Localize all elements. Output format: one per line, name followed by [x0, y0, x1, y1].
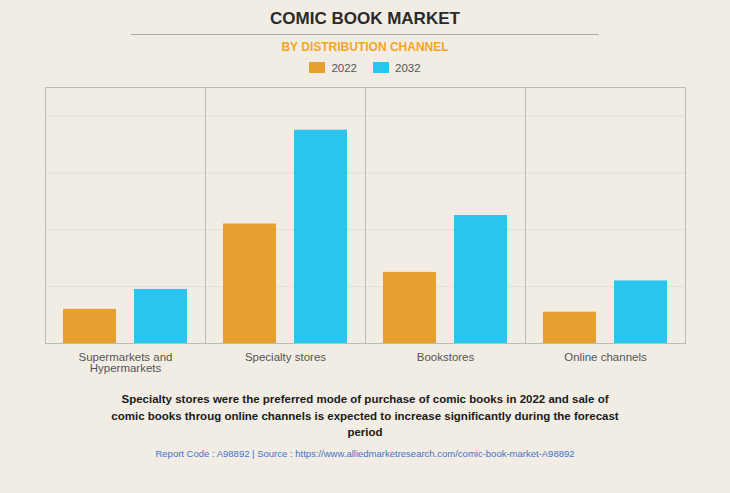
html-text:Specialty stores were the pref: Specialty stores were the preferred mode…	[111, 393, 619, 439]
html-text:2032: 2032	[395, 62, 421, 74]
svg-text:Supermarkets andHypermarkets: Supermarkets andHypermarkets	[79, 351, 173, 375]
html-text:2022: 2022	[331, 62, 357, 74]
html-text:COMIC BOOK MARKET: COMIC BOOK MARKET	[270, 9, 460, 28]
svg-text:Bookstores: Bookstores	[417, 351, 475, 363]
svg-text:Online channels: Online channels	[564, 351, 647, 363]
svg-text:Specialty stores: Specialty stores	[245, 351, 326, 363]
html-text:BY DISTRIBUTION CHANNEL: BY DISTRIBUTION CHANNEL	[281, 40, 449, 54]
html-text:Report Code : A98892 | Source: Report Code : A98892 | Source : https://…	[155, 448, 575, 459]
